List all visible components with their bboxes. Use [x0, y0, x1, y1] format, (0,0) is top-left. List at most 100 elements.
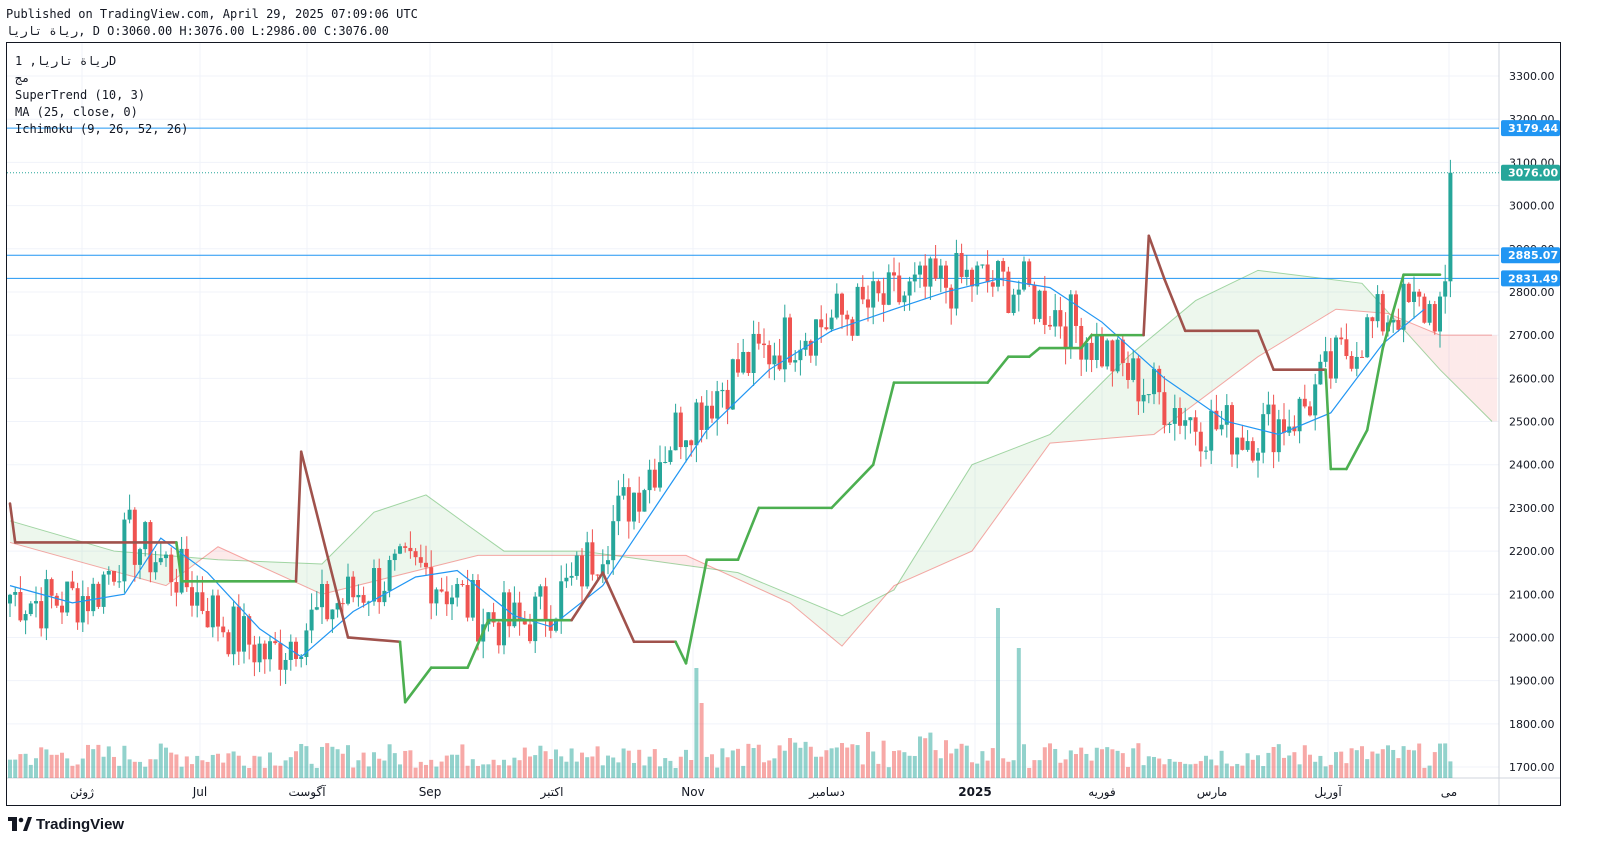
candle-body: [117, 581, 122, 583]
volume-bar: [387, 744, 392, 778]
volume-bar: [1141, 765, 1146, 778]
cloud-segment: [868, 600, 874, 616]
candle-body: [1089, 342, 1094, 360]
cloud-segment: [904, 564, 910, 582]
candle-body: [970, 269, 974, 287]
candle-body: [294, 641, 298, 659]
volume-bar: [1110, 749, 1115, 778]
volume-bar: [756, 744, 761, 778]
candle-body: [1417, 291, 1422, 297]
candle-body: [299, 657, 304, 659]
volume-bar: [980, 751, 985, 778]
candle-body: [1432, 304, 1437, 332]
volume-bar: [840, 743, 844, 778]
volume-bar: [91, 749, 96, 778]
cloud-segment: [1273, 272, 1279, 348]
candle-body: [1219, 424, 1224, 430]
candle-body: [1068, 294, 1073, 348]
legend-ma[interactable]: MA (25, close, 0): [15, 105, 138, 119]
cloud-segment: [353, 527, 359, 587]
candle-body: [1443, 281, 1448, 297]
cloud-segment: [103, 548, 109, 570]
candle-body: [860, 286, 865, 300]
brand[interactable]: TradingView: [8, 814, 124, 834]
volume-bar: [1360, 746, 1364, 778]
cloud-segment: [441, 506, 447, 565]
candle-body: [725, 389, 730, 410]
supertrend-segment: [466, 618, 490, 669]
candle-body: [1412, 291, 1416, 303]
volume-bar: [1053, 748, 1058, 778]
volume-bar: [1115, 750, 1120, 778]
cloud-segment: [1299, 275, 1305, 332]
cloud-segment: [1086, 392, 1092, 441]
cloud-segment: [644, 555, 650, 561]
cloud-segment: [1008, 448, 1014, 501]
volume-bar: [1198, 761, 1203, 778]
candle-body: [1396, 320, 1401, 330]
volume-bar: [710, 754, 714, 778]
volume-bar: [179, 766, 184, 778]
volume-bar: [23, 753, 28, 778]
price-tag-label: 2831.49: [1508, 272, 1558, 285]
cloud-segment: [951, 489, 957, 561]
candle-body: [933, 258, 938, 279]
candle-body: [257, 643, 262, 663]
cloud-segment: [998, 452, 1004, 516]
candle-body: [268, 641, 272, 660]
volume-bar: [632, 762, 636, 778]
volume-bar: [309, 763, 314, 778]
cloud-segment: [1351, 282, 1357, 311]
candle-body: [1224, 405, 1229, 425]
candle-body: [528, 624, 532, 642]
cloud-segment: [1450, 335, 1456, 386]
cloud-segment: [457, 517, 463, 561]
volume-bar: [294, 751, 298, 778]
candle-body: [122, 519, 127, 582]
candle-body: [730, 359, 735, 410]
volume-bar: [351, 767, 356, 778]
volume-bar: [918, 736, 922, 778]
volume-bar: [39, 747, 44, 778]
cloud-segment: [446, 510, 452, 564]
cloud-segment: [1294, 274, 1300, 335]
cloud-segment: [1013, 446, 1019, 494]
volume-bar: [751, 748, 756, 778]
candle-body: [767, 345, 772, 365]
cloud-segment: [1195, 298, 1201, 404]
supertrend-line: [8, 234, 1442, 704]
volume-bar: [678, 756, 683, 778]
candle-body: [1214, 410, 1219, 430]
supertrend-segment: [1079, 333, 1093, 350]
candle-body: [1037, 290, 1042, 319]
cloud-segment: [509, 551, 515, 556]
time-tick-label: آگوست: [288, 784, 326, 800]
volume-bar: [668, 760, 673, 778]
volume-bar: [975, 763, 980, 778]
candle-body: [1401, 283, 1406, 330]
candle-body: [600, 564, 605, 575]
volume-bar: [933, 750, 938, 778]
candle-body: [554, 618, 558, 631]
volume-bar: [1292, 752, 1297, 778]
candle-body: [13, 592, 18, 595]
legend-ichimoku[interactable]: Ichimoku (9, 26, 52, 26): [15, 122, 188, 136]
cloud-segment: [1289, 274, 1295, 338]
volume-bar: [673, 767, 678, 778]
chart-frame[interactable]: 3300.003200.003100.003000.002900.002800.…: [6, 42, 1561, 806]
candle-body: [782, 317, 787, 370]
candle-body: [684, 440, 688, 448]
volume-bar: [1282, 757, 1286, 778]
price-chart[interactable]: 3300.003200.003100.003000.002900.002800.…: [7, 43, 1560, 805]
price-tag-label: 3179.44: [1508, 122, 1558, 135]
legend-supertrend[interactable]: SuperTrend (10, 3): [15, 88, 145, 102]
candle-body: [330, 609, 335, 620]
volume-bar: [1089, 760, 1094, 778]
candle-body: [1079, 325, 1084, 360]
cloud-segment: [1367, 289, 1373, 313]
candle-body: [86, 596, 90, 612]
supertrend-segment: [684, 558, 709, 665]
candle-body: [1162, 392, 1167, 425]
volume-bar: [569, 748, 574, 778]
supertrend-segment: [871, 381, 896, 466]
